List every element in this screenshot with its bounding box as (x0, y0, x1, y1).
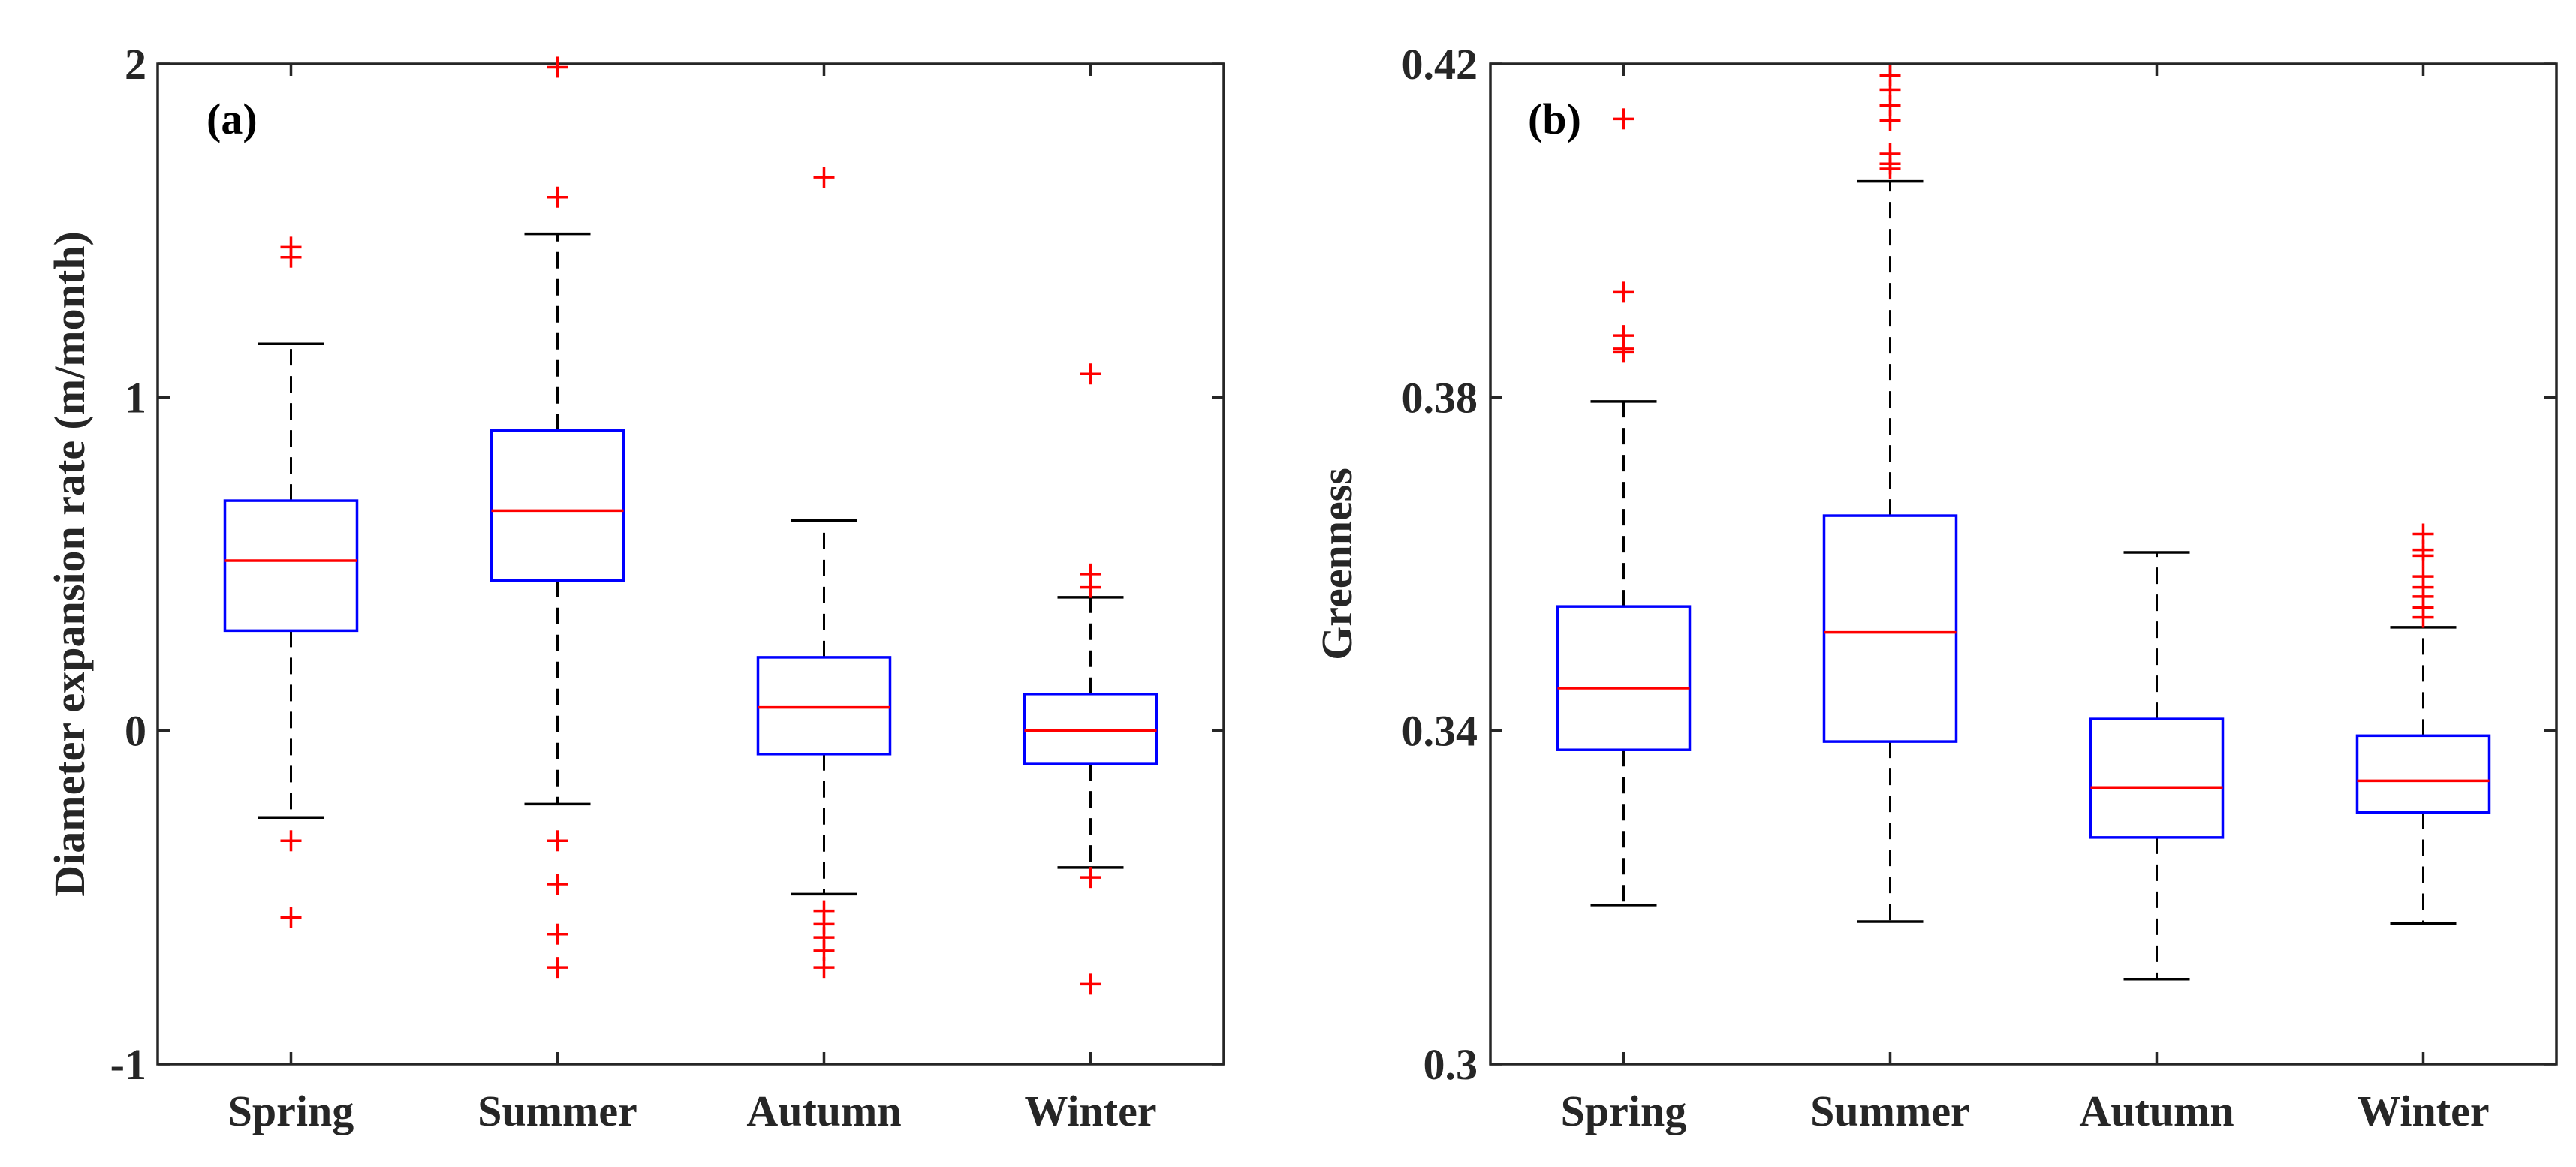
box-summer (490, 56, 625, 979)
outlier-marker (280, 236, 302, 258)
outlier-marker (547, 186, 568, 208)
box-summer (1822, 65, 1958, 923)
iqr-box (2089, 717, 2225, 839)
outlier-marker (1080, 363, 1101, 385)
plot-frame (156, 62, 1225, 1066)
panel-a: -1 0 1 2 Spring Summer Autumn Winter Diameter ex… (45, 40, 1225, 1135)
outlier-marker (2412, 606, 2434, 628)
x-tick-label: Winter (2357, 1087, 2489, 1135)
y-tick-label: 0.38 (1402, 373, 1478, 422)
box-winter (2355, 523, 2491, 925)
outlier-marker (280, 830, 302, 852)
y-axis-title: Diameter expansion rate (m/month) (45, 231, 94, 897)
y-tick-label: 1 (125, 373, 146, 422)
outlier-marker (1613, 341, 1634, 363)
y-tick-label: 0.3 (1424, 1040, 1478, 1089)
iqr-box (223, 499, 359, 633)
outlier-marker (1080, 576, 1101, 598)
outlier-marker (1613, 281, 1634, 303)
outlier-marker (547, 923, 568, 945)
box-winter (1023, 363, 1158, 995)
panel-label: (a) (206, 95, 258, 143)
outlier-marker (813, 167, 835, 188)
y-axis-title: Greenness (1312, 468, 1361, 660)
iqr-box (1822, 514, 1958, 743)
outlier-marker (1080, 867, 1101, 889)
outlier-marker (280, 907, 302, 928)
box-spring (223, 236, 359, 928)
y-tick-label: 2 (125, 40, 146, 89)
iqr-box (2355, 734, 2491, 814)
x-tick-label: Summer (1810, 1087, 1970, 1135)
x-tick-label: Autumn (746, 1087, 901, 1135)
outlier-marker (547, 957, 568, 979)
y-tick-label: -1 (110, 1040, 146, 1089)
plot-frame (1489, 62, 2558, 1066)
x-tick-label: Spring (228, 1087, 354, 1135)
y-tick-label: 0 (125, 707, 146, 756)
outlier-marker (2412, 545, 2434, 567)
iqr-box (1556, 605, 1692, 751)
outlier-marker (1879, 158, 1901, 179)
box-autumn (2089, 551, 2225, 981)
x-tick-label: Summer (478, 1087, 637, 1135)
iqr-box (490, 429, 625, 582)
outlier-marker (1613, 108, 1634, 130)
x-tick-label: Autumn (2079, 1087, 2234, 1135)
box-spring (1556, 108, 1692, 907)
outlier-marker (813, 957, 835, 979)
panel-b: 0.3 0.34 0.38 0.42 Spring Summer Autumn Winter G… (1312, 40, 2558, 1135)
y-tick-label: 0.42 (1402, 40, 1478, 89)
outlier-marker (547, 56, 568, 78)
outlier-marker (1879, 110, 1901, 131)
iqr-box (756, 656, 892, 756)
box-autumn (756, 167, 892, 979)
outlier-marker (547, 874, 568, 895)
x-tick-label: Winter (1024, 1087, 1156, 1135)
y-tick-label: 0.34 (1402, 707, 1478, 756)
iqr-box (1023, 693, 1158, 765)
x-tick-label: Spring (1561, 1087, 1687, 1135)
outlier-marker (547, 830, 568, 852)
panel-label: (b) (1528, 95, 1581, 143)
outlier-marker (1080, 973, 1101, 995)
